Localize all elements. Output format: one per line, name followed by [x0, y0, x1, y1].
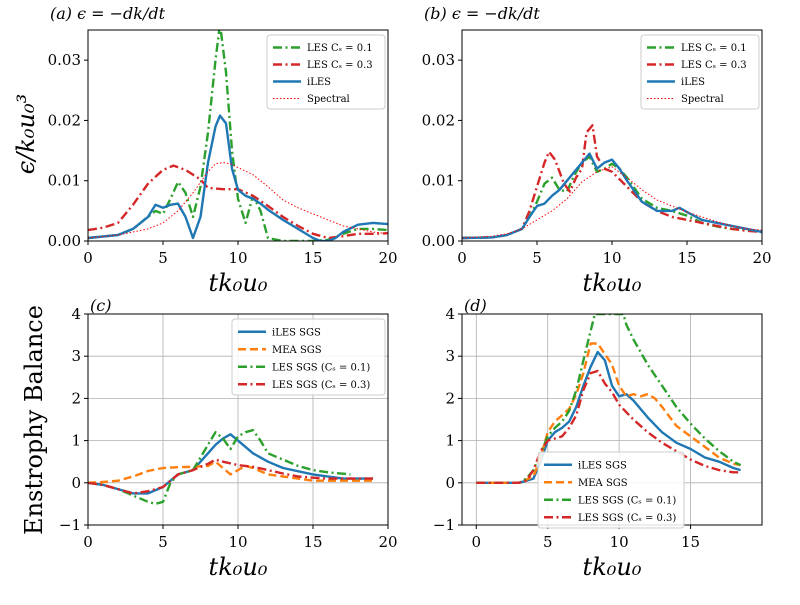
y-tick-label: 0.02 [422, 111, 455, 129]
series-group-d [476, 314, 742, 484]
legend-label: LES SGS (Cₛ = 0.1) [272, 362, 370, 373]
panel-title-b: (b) ϵ = −dk/dt [424, 4, 540, 23]
x-tick-label: 0 [457, 249, 467, 267]
series-group-c [88, 428, 373, 506]
legend-label: MEA SGS [272, 345, 322, 356]
y-tick-label: 0 [445, 474, 455, 492]
x-tick-label: 10 [228, 533, 247, 551]
x-tick-label: 15 [681, 533, 700, 551]
y-tick-label: 4 [445, 305, 455, 323]
x-tick-label: 10 [228, 249, 247, 267]
legend-d: iLES SGS MEA SGS LES SGS (Cₛ = 0.1) LES SGS… [537, 451, 685, 529]
legend-label: LES Cₛ = 0.1 [681, 43, 747, 54]
y-tick-label: 0.01 [48, 172, 81, 190]
series-line-a-3 [88, 162, 388, 239]
legend-label: iLES [681, 77, 705, 88]
panel-d: 0 5 10 15 −1 0 1 2 3 4 (d) tk₀u₀ iLES SGS MEA SGS LES … [433, 296, 763, 581]
y-tick-label: 0.02 [48, 111, 81, 129]
y-tick-label: −1 [59, 516, 81, 534]
series-line-c-1 [88, 460, 373, 484]
legend-label: iLES SGS [272, 327, 321, 338]
y-tick-label: 1 [71, 432, 81, 450]
panel-b: 0 5 10 15 20 0.00 0.01 0.02 0.03 (b) ϵ = −dk/dt tk… [422, 4, 772, 297]
legend-label: MEA SGS [578, 478, 628, 489]
series-line-d-3 [476, 369, 741, 484]
legend-label: Spectral [307, 94, 350, 105]
y-tick-label: 0.03 [48, 51, 81, 69]
panel-title-d: (d) [464, 296, 487, 315]
panel-title-c: (c) [90, 296, 111, 315]
series-group-b [462, 124, 762, 240]
y-tick-label: 4 [71, 305, 81, 323]
x-tick-label: 20 [752, 249, 771, 267]
y-tick-label: 0.00 [422, 232, 455, 250]
x-tick-label: 5 [158, 249, 168, 267]
legend-label: LES SGS (Cₛ = 0.1) [578, 495, 676, 506]
legend-b: LES Cₛ = 0.1 LES Cₛ = 0.3 iLES Spectral [640, 34, 760, 110]
legend-label: LES Cₛ = 0.3 [681, 60, 747, 71]
y-tick-label: 0.00 [48, 232, 81, 250]
y-tick-label: 0.03 [422, 51, 455, 69]
y-tick-label: 2 [71, 389, 81, 407]
x-tick-label: 15 [677, 249, 696, 267]
x-axis-label-b: tk₀u₀ [583, 269, 642, 297]
legend-label: LES Cₛ = 0.3 [307, 60, 373, 71]
legend-label: Spectral [681, 94, 724, 105]
x-tick-label: 5 [543, 533, 553, 551]
legend-box [231, 318, 386, 396]
legend-box [640, 34, 760, 110]
x-tick-label: 0 [83, 533, 93, 551]
y-tick-label: 3 [71, 347, 81, 365]
x-axis-label-d: tk₀u₀ [583, 553, 642, 581]
y-tick-label: −1 [433, 516, 455, 534]
y-axis-label-c: Enstrophy Balance [20, 305, 48, 535]
x-axis-label-c: tk₀u₀ [209, 553, 268, 581]
x-tick-label: 0 [83, 249, 93, 267]
x-tick-label: 5 [532, 249, 542, 267]
y-tick-label: 3 [445, 347, 455, 365]
y-tick-label: 0.01 [422, 172, 455, 190]
x-tick-label: 10 [602, 249, 621, 267]
series-line-c-2 [88, 428, 351, 506]
x-tick-label: 15 [303, 533, 322, 551]
y-tick-label: 0 [71, 474, 81, 492]
x-tick-label: 20 [378, 249, 397, 267]
legend-label: iLES [307, 77, 331, 88]
x-tick-label: 15 [303, 249, 322, 267]
panel-title-a: (a) ϵ = −dk/dt [50, 4, 166, 23]
x-axis-label-a: tk₀u₀ [209, 269, 268, 297]
series-line-b-1 [462, 124, 762, 240]
legend-label: iLES SGS [578, 460, 627, 471]
series-line-b-2 [462, 152, 762, 240]
x-tick-label: 5 [158, 533, 168, 551]
x-tick-label: 20 [378, 533, 397, 551]
series-line-d-2 [476, 314, 742, 484]
legend-box [537, 451, 685, 529]
legend-a: LES Cₛ = 0.1 LES Cₛ = 0.3 iLES Spectral [266, 34, 386, 110]
legend-box [266, 34, 386, 110]
legend-label: LES SGS (Cₛ = 0.3) [578, 513, 676, 524]
panel-a: 0 5 10 15 20 0.00 0.01 0.02 0.03 (a) ϵ = −dk/dt tk… [12, 4, 398, 297]
x-tick-label: 10 [610, 533, 629, 551]
legend-label: LES SGS (Cₛ = 0.3) [272, 380, 370, 391]
y-tick-label: 2 [445, 389, 455, 407]
series-line-a-2 [88, 114, 388, 241]
x-tick-label: 0 [472, 533, 482, 551]
y-axis-label-a: ϵ/k₀u₀³ [12, 94, 40, 174]
y-tick-label: 1 [445, 432, 455, 450]
series-line-b-0 [462, 155, 762, 240]
legend-label: LES Cₛ = 0.1 [307, 43, 373, 54]
legend-c: iLES SGS MEA SGS LES SGS (Cₛ = 0.1) LES SGS… [231, 318, 386, 396]
series-group-a [88, 30, 388, 241]
series-line-b-3 [462, 166, 762, 239]
